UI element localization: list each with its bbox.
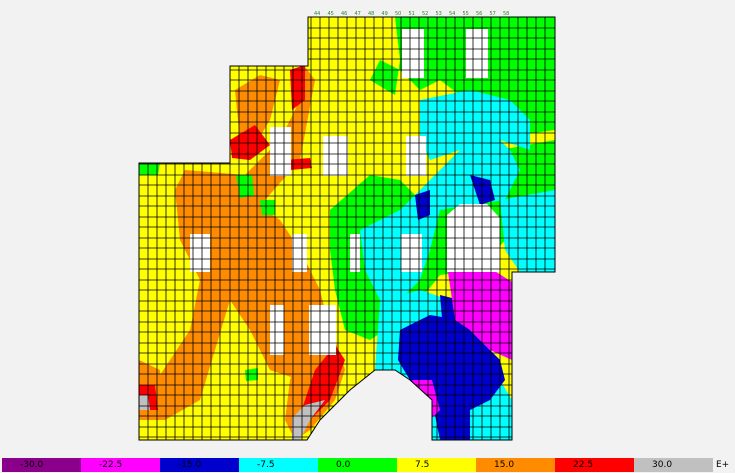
- legend-swatch: [634, 458, 713, 472]
- legend-swatch: [2, 458, 81, 472]
- contour-legend: -30.0 -22.5 -15.0 -7.5 0.0 7.5 15.0 22.5 30.0 E+: [0, 457, 735, 473]
- legend-swatch: [160, 458, 239, 472]
- column-label: 53: [436, 11, 442, 17]
- column-label: 54: [449, 11, 455, 17]
- column-label: 50: [395, 11, 401, 17]
- legend-swatch: [81, 458, 160, 472]
- column-label: 51: [409, 11, 415, 17]
- column-label: 47: [355, 11, 361, 17]
- column-label: 44: [314, 11, 320, 17]
- slab-outline: [138, 16, 556, 441]
- legend-exponent: E+: [716, 460, 730, 470]
- column-labels: 44 45 46 47 48 49 50 51 52 53 54 55 56 57 58: [314, 11, 509, 17]
- column-label: 56: [476, 11, 482, 17]
- legend-value: 0.0: [336, 460, 351, 470]
- column-label: 49: [382, 11, 388, 17]
- legend-value: -7.5: [257, 460, 275, 470]
- column-label: 48: [368, 11, 374, 17]
- legend-swatch: [476, 458, 555, 472]
- column-label: 55: [463, 11, 469, 17]
- legend-value: -22.5: [99, 460, 123, 470]
- column-label: 58: [503, 11, 509, 17]
- column-label: 46: [341, 11, 347, 17]
- column-label: 57: [490, 11, 496, 17]
- legend-swatch: [239, 458, 318, 472]
- legend-value: -30.0: [20, 460, 44, 470]
- legend-swatch: [318, 458, 397, 472]
- column-label: 52: [422, 11, 428, 17]
- legend-value: 22.5: [573, 460, 594, 470]
- legend-value: 30.0: [652, 460, 673, 470]
- legend-swatch: [555, 458, 634, 472]
- legend-value: 7.5: [415, 460, 430, 470]
- contour-plot-viewport[interactable]: 44 45 46 47 48 49 50 51 52 53 54 55 56 57 58: [0, 0, 735, 455]
- legend-swatch: [397, 458, 476, 472]
- legend-value: -15.0: [178, 460, 202, 470]
- contour-fill: [139, 17, 555, 440]
- legend-value: 15.0: [494, 460, 515, 470]
- column-label: 45: [328, 11, 334, 17]
- slab-contour-plan: 44 45 46 47 48 49 50 51 52 53 54 55 56 57 58: [138, 11, 556, 441]
